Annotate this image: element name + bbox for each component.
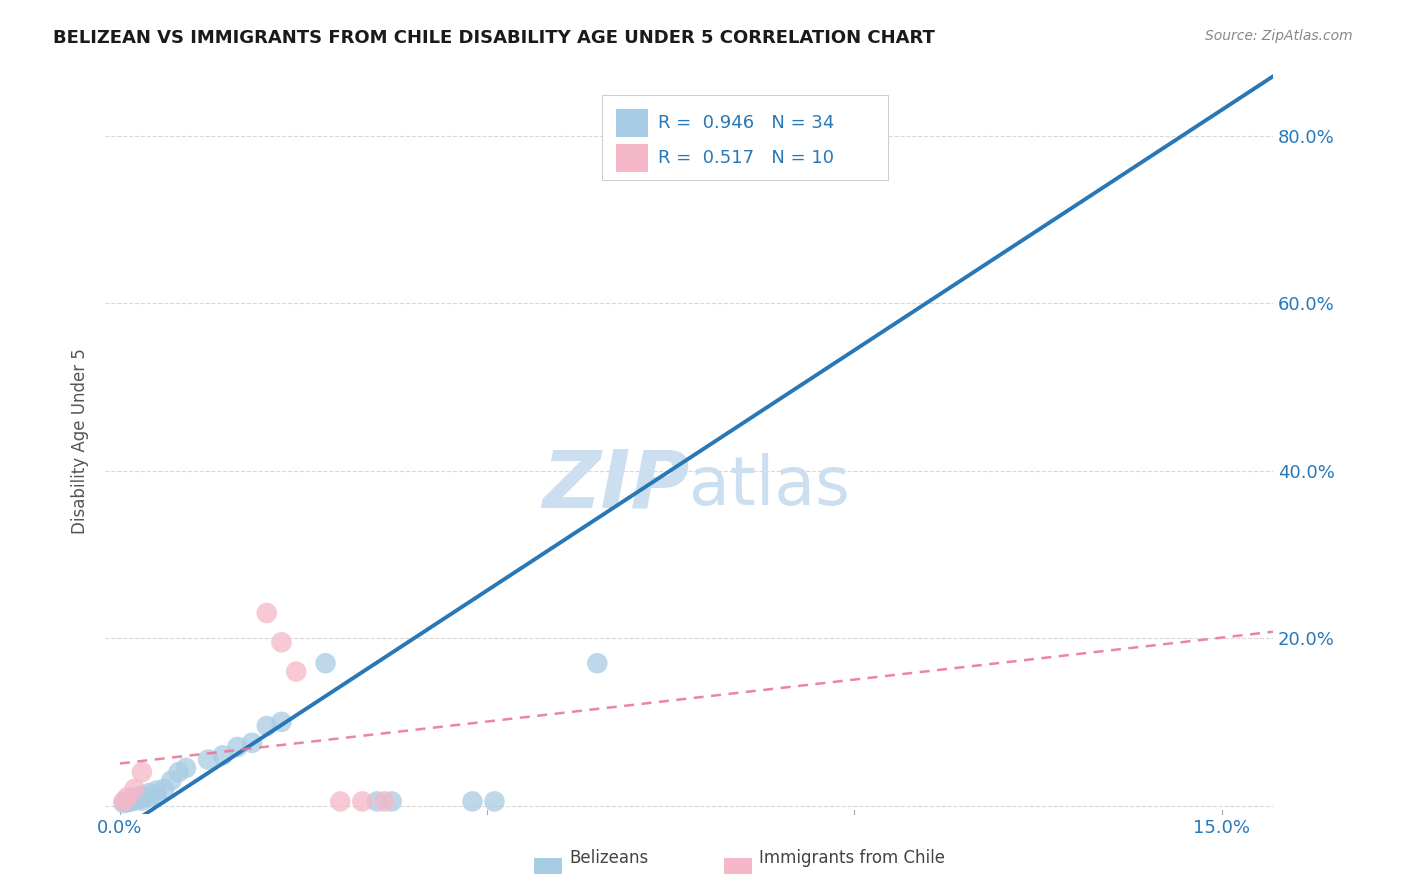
Point bbox=[240, 736, 263, 750]
Point bbox=[127, 792, 149, 806]
Text: R =  0.946   N = 34: R = 0.946 N = 34 bbox=[658, 114, 834, 132]
Point bbox=[131, 765, 153, 780]
Point bbox=[131, 794, 153, 808]
Point bbox=[138, 786, 160, 800]
Point bbox=[124, 792, 146, 806]
Text: Belizeans: Belizeans bbox=[569, 849, 648, 867]
Point bbox=[211, 748, 233, 763]
Point bbox=[117, 790, 139, 805]
Point bbox=[124, 794, 146, 808]
Bar bbox=[616, 144, 648, 172]
Point bbox=[160, 773, 183, 788]
Point bbox=[366, 794, 388, 808]
Point bbox=[373, 794, 395, 808]
Point bbox=[117, 795, 139, 809]
Point bbox=[256, 719, 278, 733]
Text: R =  0.517   N = 10: R = 0.517 N = 10 bbox=[658, 149, 834, 167]
Point bbox=[329, 794, 352, 808]
Point bbox=[124, 781, 146, 796]
Point bbox=[381, 794, 404, 808]
Point bbox=[153, 781, 176, 796]
Point bbox=[174, 761, 197, 775]
Text: Immigrants from Chile: Immigrants from Chile bbox=[759, 849, 945, 867]
FancyBboxPatch shape bbox=[602, 95, 887, 180]
Point bbox=[256, 606, 278, 620]
Point bbox=[138, 790, 160, 805]
Point bbox=[586, 657, 609, 671]
Point bbox=[120, 794, 142, 808]
Point bbox=[112, 796, 135, 810]
Point bbox=[270, 714, 292, 729]
Point bbox=[461, 794, 484, 808]
Point bbox=[197, 753, 219, 767]
Text: atlas: atlas bbox=[689, 453, 851, 519]
Point bbox=[844, 162, 866, 177]
Point bbox=[131, 790, 153, 805]
Point bbox=[315, 657, 337, 671]
Point bbox=[124, 790, 146, 805]
Text: BELIZEAN VS IMMIGRANTS FROM CHILE DISABILITY AGE UNDER 5 CORRELATION CHART: BELIZEAN VS IMMIGRANTS FROM CHILE DISABI… bbox=[53, 29, 935, 47]
Bar bbox=[616, 109, 648, 137]
Point bbox=[484, 794, 506, 808]
Text: ZIP: ZIP bbox=[541, 447, 689, 525]
Point bbox=[112, 794, 135, 808]
Point bbox=[167, 765, 190, 780]
Point bbox=[807, 162, 830, 177]
Y-axis label: Disability Age Under 5: Disability Age Under 5 bbox=[72, 348, 89, 534]
Point bbox=[270, 635, 292, 649]
Text: Source: ZipAtlas.com: Source: ZipAtlas.com bbox=[1205, 29, 1353, 44]
Point bbox=[120, 793, 142, 807]
Point bbox=[145, 789, 167, 803]
Point bbox=[131, 789, 153, 803]
Point bbox=[117, 794, 139, 808]
Point bbox=[226, 739, 249, 754]
Point bbox=[352, 794, 374, 808]
Point bbox=[145, 783, 167, 797]
Point bbox=[285, 665, 308, 679]
